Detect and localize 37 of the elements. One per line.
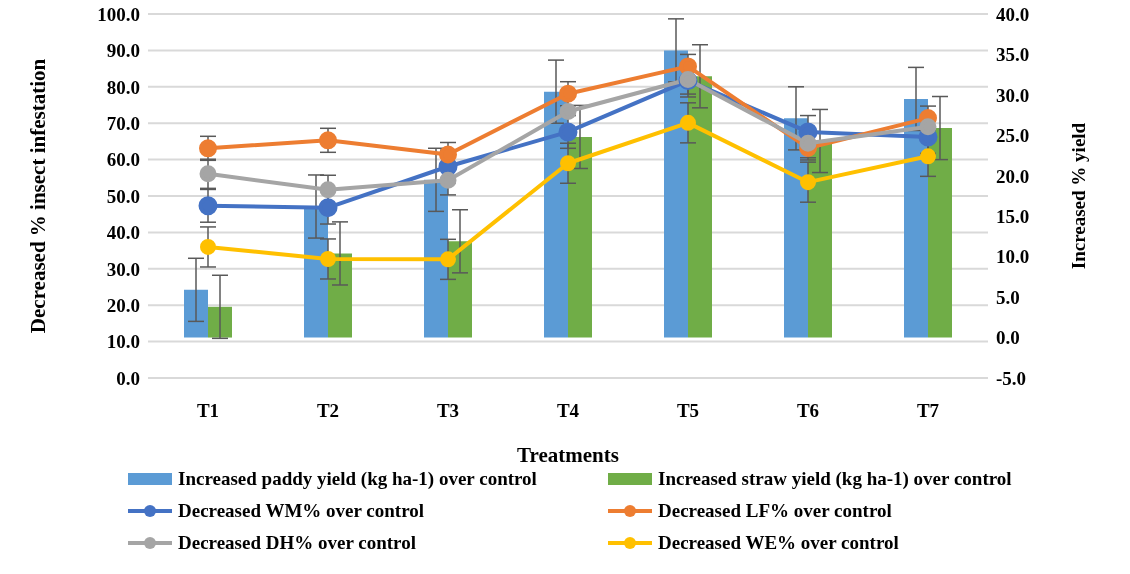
x-axis-title: Treatments bbox=[517, 443, 619, 467]
x-tick-label: T4 bbox=[556, 400, 580, 422]
y-tick-label: 90.0 bbox=[106, 40, 140, 62]
y2-tick-label: 40.0 bbox=[996, 3, 1030, 25]
y2-tick-label: 30.0 bbox=[996, 84, 1030, 106]
y-tick-label: 30.0 bbox=[106, 258, 140, 280]
x-tick-label: T6 bbox=[796, 400, 820, 422]
y2-tick-label: 10.0 bbox=[996, 246, 1030, 268]
y-tick-label: 20.0 bbox=[106, 294, 140, 316]
y2-tick-label: 0.0 bbox=[996, 327, 1020, 349]
y2-tick-label: 25.0 bbox=[996, 125, 1030, 147]
y-tick-label: 10.0 bbox=[106, 331, 140, 353]
legend-label: Decreased LF% over control bbox=[658, 500, 892, 522]
legend-label: Decreased WE% over control bbox=[658, 532, 899, 554]
legend-label: Increased paddy yield (kg ha-1) over control bbox=[178, 468, 537, 490]
y2-tick-label: -5.0 bbox=[996, 367, 1027, 389]
y-tick-label: 80.0 bbox=[106, 76, 140, 98]
y-tick-label: 100.0 bbox=[97, 3, 140, 25]
y-tick-label: 0.0 bbox=[116, 367, 140, 389]
y2-tick-label: 15.0 bbox=[996, 205, 1030, 227]
y-tick-label: 70.0 bbox=[106, 112, 140, 134]
y2-tick-label: 35.0 bbox=[996, 44, 1030, 66]
y-axis-title: Decreased % insect infestation bbox=[26, 58, 51, 334]
y2-tick-label: 5.0 bbox=[996, 286, 1020, 308]
legend-label: Decreased DH% over control bbox=[178, 532, 416, 554]
y-tick-label: 40.0 bbox=[106, 222, 140, 244]
x-tick-label: T1 bbox=[196, 400, 220, 422]
x-tick-label: T2 bbox=[316, 400, 340, 422]
legend-label: Increased straw yield (kg ha-1) over control bbox=[658, 468, 1012, 490]
x-tick-label: T5 bbox=[676, 400, 700, 422]
y2-axis-title: Increased % yield bbox=[1067, 122, 1089, 270]
legend-label: Decreased WM% over control bbox=[178, 500, 425, 522]
x-tick-label: T7 bbox=[916, 400, 940, 422]
y-tick-label: 60.0 bbox=[106, 149, 140, 171]
y-tick-label: 50.0 bbox=[106, 185, 140, 207]
x-tick-label: T3 bbox=[436, 400, 460, 422]
y2-tick-label: 20.0 bbox=[996, 165, 1030, 187]
